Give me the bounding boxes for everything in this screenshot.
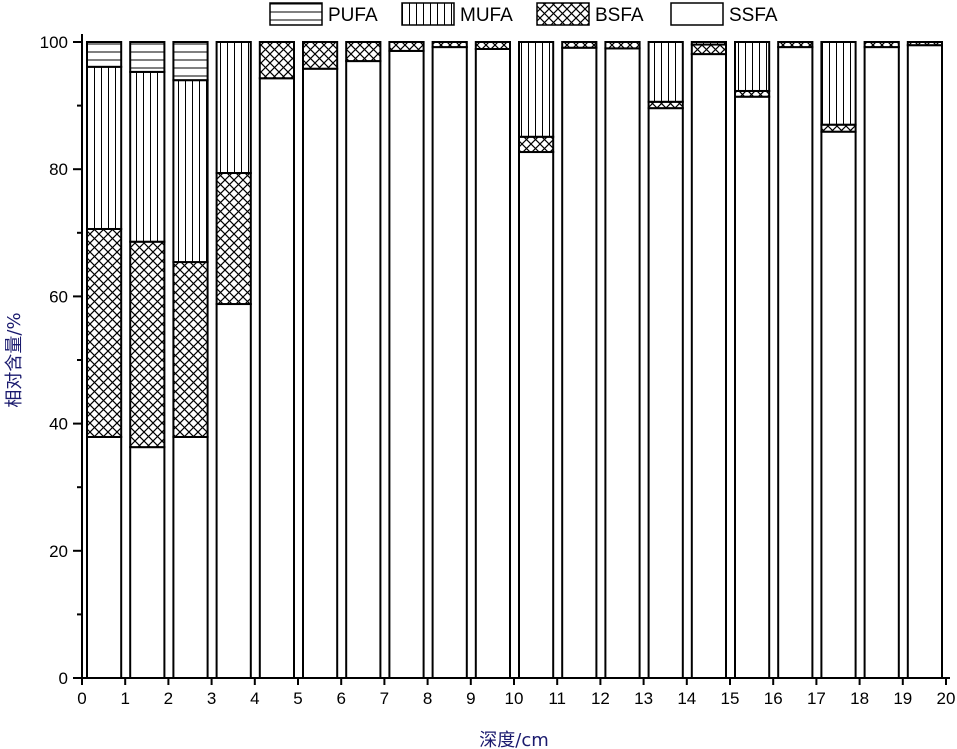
- bar-bsfa-3-4: [215, 172, 252, 306]
- bar-ssfa-16-17: [777, 46, 814, 679]
- bar-bsfa-0-1: [86, 227, 123, 438]
- bar-bsfa-4-5: [258, 41, 295, 80]
- x-tick-label: 6: [336, 689, 345, 708]
- x-tick-label: 11: [548, 689, 566, 708]
- legend-label-bsfa: BSFA: [595, 5, 644, 26]
- bar-ssfa-18-19: [863, 46, 900, 679]
- x-tick-label: 10: [505, 689, 524, 708]
- y-tick-label: 80: [49, 160, 68, 179]
- bar-bsfa-2-3: [172, 261, 209, 438]
- bar-bsfa-9-10: [474, 41, 511, 50]
- bar-ssfa-4-5: [258, 77, 295, 679]
- x-tick-label: 1: [120, 689, 129, 708]
- bar-mufa-15-16: [734, 41, 771, 92]
- x-tick-label: 14: [677, 689, 696, 708]
- bar-ssfa-5-6: [302, 67, 339, 680]
- bar-ssfa-0-1: [86, 435, 123, 679]
- y-tick-label: 100: [40, 33, 68, 52]
- bars: [86, 41, 943, 680]
- y-tick-label: 20: [49, 542, 68, 561]
- bar-ssfa-17-18: [820, 130, 857, 679]
- x-tick-label: 12: [591, 689, 610, 708]
- x-tick-label: 8: [423, 689, 432, 708]
- y-axis-label: 相对含量/%: [4, 312, 25, 407]
- legend-label-pufa: PUFA: [328, 5, 378, 26]
- bar-bsfa-8-9: [431, 41, 468, 49]
- bar-bsfa-1-2: [129, 240, 166, 449]
- bar-ssfa-6-7: [345, 60, 382, 679]
- bar-bsfa-5-6: [302, 41, 339, 70]
- bar-ssfa-10-11: [518, 151, 555, 679]
- bar-mufa-2-3: [172, 79, 209, 264]
- bar-bsfa-12-13: [604, 41, 641, 50]
- bar-mufa-13-14: [647, 41, 684, 103]
- bar-pufa-1-2: [129, 41, 166, 73]
- axes: 0 1 2 3 4 5 6 7 8 9 10 11 12 13 14 15 16 17 18 19 2002040608…: [40, 33, 956, 708]
- x-tick-label: 5: [293, 689, 302, 708]
- legend-swatch-bsfa: [536, 2, 590, 26]
- x-tick-label: 4: [250, 689, 259, 708]
- x-tick-label: 16: [764, 689, 783, 708]
- bar-bsfa-17-18: [820, 123, 857, 133]
- bar-bsfa-16-17: [777, 41, 814, 49]
- x-tick-label: 0: [77, 689, 86, 708]
- bar-mufa-0-1: [86, 65, 123, 230]
- bar-ssfa-3-4: [215, 303, 252, 679]
- bar-pufa-0-1: [86, 41, 123, 68]
- legend: PUFA MUFA BSFA SSFA: [269, 2, 778, 26]
- bar-bsfa-10-11: [518, 135, 555, 154]
- legend-swatch-mufa: [401, 2, 455, 26]
- bar-bsfa-18-19: [863, 41, 900, 49]
- bar-pufa-2-3: [172, 41, 209, 82]
- x-tick-label: 17: [807, 689, 826, 708]
- legend-swatch-pufa: [269, 2, 323, 26]
- bar-ssfa-8-9: [431, 46, 468, 679]
- legend-label-ssfa: SSFA: [729, 5, 778, 26]
- bar-bsfa-14-15: [690, 43, 727, 56]
- bar-ssfa-2-3: [172, 435, 209, 679]
- bar-ssfa-15-16: [734, 95, 771, 680]
- bar-ssfa-1-2: [129, 446, 166, 679]
- bar-ssfa-11-12: [561, 46, 598, 679]
- bar-bsfa-7-8: [388, 41, 425, 52]
- bar-ssfa-12-13: [604, 47, 641, 680]
- bar-bsfa-11-12: [561, 41, 598, 49]
- bar-ssfa-9-10: [474, 47, 511, 680]
- y-tick-label: 60: [49, 287, 68, 306]
- x-tick-label: 3: [207, 689, 216, 708]
- bar-ssfa-7-8: [388, 49, 425, 680]
- bar-bsfa-19-20: [906, 41, 943, 47]
- x-tick-label: 9: [466, 689, 475, 708]
- x-tick-label: 19: [893, 689, 912, 708]
- bar-mufa-1-2: [129, 70, 166, 243]
- bar-bsfa-6-7: [345, 41, 382, 63]
- x-tick-label: 2: [164, 689, 173, 708]
- bar-mufa-3-4: [215, 41, 252, 175]
- bar-mufa-10-11: [518, 41, 555, 138]
- x-tick-label: 13: [634, 689, 653, 708]
- bar-ssfa-14-15: [690, 53, 727, 680]
- legend-swatch-ssfa: [670, 2, 724, 26]
- x-axis-label: 深度/cm: [479, 730, 549, 749]
- bar-ssfa-13-14: [647, 107, 684, 680]
- y-tick-label: 0: [59, 669, 68, 688]
- x-tick-label: 15: [721, 689, 740, 708]
- y-tick-label: 40: [49, 415, 68, 434]
- bar-ssfa-19-20: [906, 44, 943, 680]
- bar-mufa-14-15: [690, 41, 727, 46]
- x-tick-label: 7: [380, 689, 389, 708]
- legend-label-mufa: MUFA: [460, 5, 513, 26]
- x-tick-label: 18: [850, 689, 869, 708]
- bar-mufa-17-18: [820, 41, 857, 126]
- x-tick-label: 20: [937, 689, 956, 708]
